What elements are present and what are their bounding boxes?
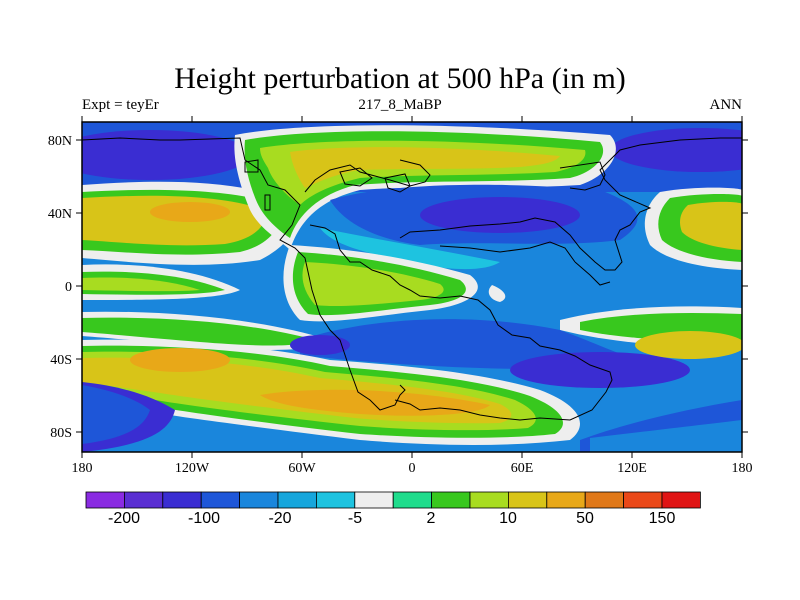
lat-label-80s: 80S (50, 426, 72, 441)
colorbar-label-5: 10 (499, 510, 517, 527)
lat-label-0: 0 (65, 280, 72, 295)
contour-field (82, 122, 742, 452)
lat-label-40s: 40S (50, 353, 72, 368)
cyan-tongue (320, 228, 500, 270)
colorbar-box (546, 491, 586, 509)
south-polar-low-east-inner (590, 420, 742, 452)
colorbar (85, 491, 701, 509)
lon-tick-marks (81, 116, 743, 458)
colorbar-box (239, 491, 279, 509)
plot-title: Height perturbation at 500 hPa (in m) (174, 62, 626, 95)
great-lakes (264, 194, 271, 211)
colorbar-label-6: 50 (576, 510, 594, 527)
colorbar-box (507, 491, 548, 509)
white-spot-africa (488, 285, 506, 302)
lon-label-120w: 120W (175, 461, 210, 476)
colorbar-box (315, 491, 356, 509)
colorbar-box (584, 491, 625, 509)
colorbar-label-0: -200 (108, 510, 140, 527)
lon-label-180w: 180 (72, 461, 93, 476)
lon-label-0: 0 (409, 461, 416, 476)
period-label: 217_8_MaBP (358, 97, 442, 113)
lat-label-40n: 40N (48, 207, 72, 222)
lat-tick-marks (76, 139, 748, 433)
colorbar-label-1: -100 (188, 510, 220, 527)
south-polar-low-west-inner (82, 385, 150, 444)
lon-label-60w: 60W (288, 461, 316, 476)
colorbar-labels: -200 -100 -20 -5 2 10 50 150 (108, 510, 675, 527)
coastlines (82, 137, 742, 421)
colorbar-box (392, 491, 433, 509)
lon-label-120e: 120E (617, 461, 647, 476)
colorbar-box (277, 491, 317, 509)
lon-label-180e: 180 (732, 461, 753, 476)
colorbar-box (661, 491, 701, 509)
green-band-sw (82, 317, 315, 346)
eurasia-coast (399, 137, 742, 271)
siberia-coast (559, 161, 606, 191)
africa-coast (309, 224, 613, 421)
colorbar-box (469, 491, 509, 509)
greenland-coast (304, 159, 431, 193)
season-label: ANN (709, 97, 743, 113)
southern-low-west (290, 335, 350, 355)
colorbar-box (162, 491, 202, 509)
colorbar-box (623, 491, 663, 509)
orange-core-nw (150, 202, 230, 222)
yellow-green-equator-west (82, 277, 200, 292)
north-low-west (82, 130, 250, 180)
colorbar-label-3: -5 (348, 510, 362, 527)
north-arctic-coast (82, 137, 180, 141)
southern-low-core (510, 352, 690, 388)
southeast-asia-coast (574, 261, 611, 286)
north-low-east (610, 128, 742, 172)
orange-core-sw (130, 348, 230, 372)
yellow-green-sa (302, 262, 444, 307)
eurasian-low-core (420, 197, 580, 233)
colorbar-box (200, 491, 240, 509)
yellow-band-ne (680, 201, 742, 250)
colorbar-label-4: 2 (427, 510, 436, 527)
hudson-bay (244, 159, 259, 173)
colorbar-box (431, 491, 471, 509)
colorbar-label-2: -20 (268, 510, 291, 527)
experiment-label: Expt = teyEr (82, 97, 159, 113)
india-coast (439, 241, 576, 263)
scandinavia-area (384, 173, 411, 193)
yellow-core-se (635, 331, 742, 359)
lon-label-60e: 60E (511, 461, 534, 476)
lat-label-80n: 80N (48, 134, 72, 149)
iceland-area (339, 167, 373, 187)
colorbar-box (354, 491, 394, 509)
yellow-north (290, 147, 560, 188)
americas-west-coast (179, 137, 406, 411)
colorbar-box (85, 491, 125, 509)
colorbar-box (124, 491, 164, 509)
colorbar-label-7: 150 (649, 510, 676, 527)
